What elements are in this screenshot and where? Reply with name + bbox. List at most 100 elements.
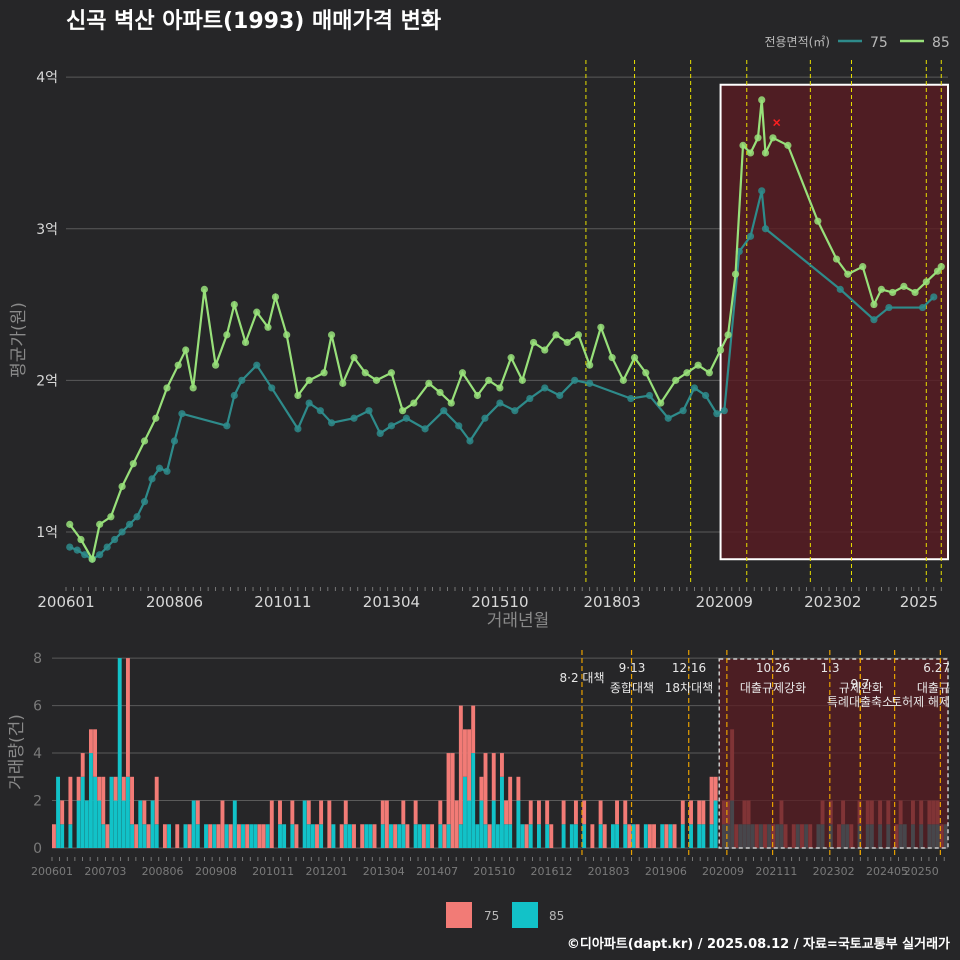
data-point-75 [713,410,721,418]
volume-bar-75 [413,800,418,825]
volume-x-tick-label: 202302 [813,865,855,878]
data-point-85 [436,388,444,397]
volume-bar-85 [615,824,619,848]
volume-bar-85 [84,800,89,848]
volume-bar-75 [343,800,348,825]
volume-bar-85 [306,824,311,848]
volume-bar-75 [187,824,192,848]
data-point-85 [608,354,616,362]
volume-bar-75 [68,776,73,825]
volume-bar-85 [528,824,533,848]
volume-bar-75 [627,824,632,848]
data-point-75 [541,384,549,392]
volume-bar-85 [364,824,369,848]
volume-bar-85 [643,824,648,848]
volume-bar-75 [549,824,554,848]
data-point-85 [182,346,190,354]
data-point-85 [152,414,160,422]
event-label-line2: 특례대출축소 [827,695,893,709]
volume-bar-75 [372,824,377,848]
volume-bar-75 [245,824,250,848]
data-point-75 [81,551,89,559]
volume-bar-85 [310,824,315,848]
data-point-85 [507,354,515,362]
data-point-85 [630,354,639,362]
legend-label-75: 75 [870,35,888,51]
volume-bar-85 [701,824,706,848]
volume-bar-75 [450,753,455,848]
data-point-85 [264,323,272,331]
volume-bar-75 [713,776,718,801]
volume-x-tick-label: 201407 [416,865,458,878]
x-tick-label: 200806 [146,593,203,611]
data-point-85 [271,293,280,301]
volume-bar-75 [458,705,463,825]
data-point-75 [163,467,171,475]
volume-bar-75 [146,824,151,848]
volume-bar-75 [536,800,541,825]
data-point-85 [518,376,526,384]
volume-bar-85 [183,824,188,848]
volume-bar-85 [76,800,81,848]
volume-x-tick-label: 200908 [195,865,237,878]
volume-bar-85 [56,776,61,848]
volume-bar-85 [278,824,282,848]
volume-bar-75 [602,824,607,848]
data-point-75 [511,407,519,415]
volume-bar-85 [631,824,636,848]
volume-bar-85 [113,800,118,848]
volume-bar-75 [524,824,529,848]
volume-bar-75 [672,824,677,848]
volume-bar-85 [249,824,254,848]
volume-bar-75 [401,800,406,825]
volume-bar-85 [154,824,159,848]
top-legend: 전용면적(㎡) 75 85 [764,35,949,51]
volume-x-tick-label: 200806 [142,865,184,878]
data-point-85 [96,520,104,528]
volume-bar-85 [713,800,718,848]
volume-bar-85 [545,824,550,848]
volume-bar-75 [689,800,693,825]
volume-y-tick-label: 0 [33,841,42,857]
volume-bar-85 [389,824,393,848]
volume-highlight-box [718,658,949,849]
price-plot: 1억 2억 3억 4억 200601 200806 201011 201304 201510 20… [36,60,949,611]
data-point-85 [283,331,291,339]
data-point-75 [238,376,246,384]
volume-bar-85 [232,800,237,848]
volume-bar-85 [483,824,488,848]
legend-bar-label-85: 85 [549,909,564,923]
data-point-75 [930,293,938,301]
volume-bar-75 [483,753,488,825]
data-point-75 [496,399,504,407]
data-point-75 [758,187,766,195]
data-point-75 [571,376,579,384]
outlier-marker [773,119,781,127]
volume-bar-75 [306,800,311,825]
volume-x-tick-label: 202111 [755,865,797,878]
data-point-75 [133,513,141,521]
x-tick-label: 202302 [804,593,861,611]
data-point-75 [118,528,126,536]
x-tick-label: 201803 [583,593,640,611]
data-point-75 [66,543,74,551]
event-label-line2: 9.7 [850,677,869,691]
volume-bar-85 [491,800,496,848]
y-tick-label: 1억 [36,525,58,541]
volume-bar-75 [228,824,233,848]
data-point-85 [230,300,238,309]
data-point-85 [597,323,605,331]
volume-y-tick-label: 8 [33,651,42,667]
data-point-85 [937,263,945,271]
y-tick-label: 4억 [36,70,58,86]
event-label-line2: 대출규 [917,681,950,695]
volume-bar-75 [208,824,213,848]
volume-bar-85 [536,824,541,848]
volume-bar-85 [282,824,287,848]
data-point-85 [223,331,231,339]
data-point-85 [372,376,381,384]
data-point-85 [541,346,549,354]
volume-bar-85 [520,824,525,848]
volume-bar-75 [88,729,93,754]
volume-bar-85 [668,824,673,848]
